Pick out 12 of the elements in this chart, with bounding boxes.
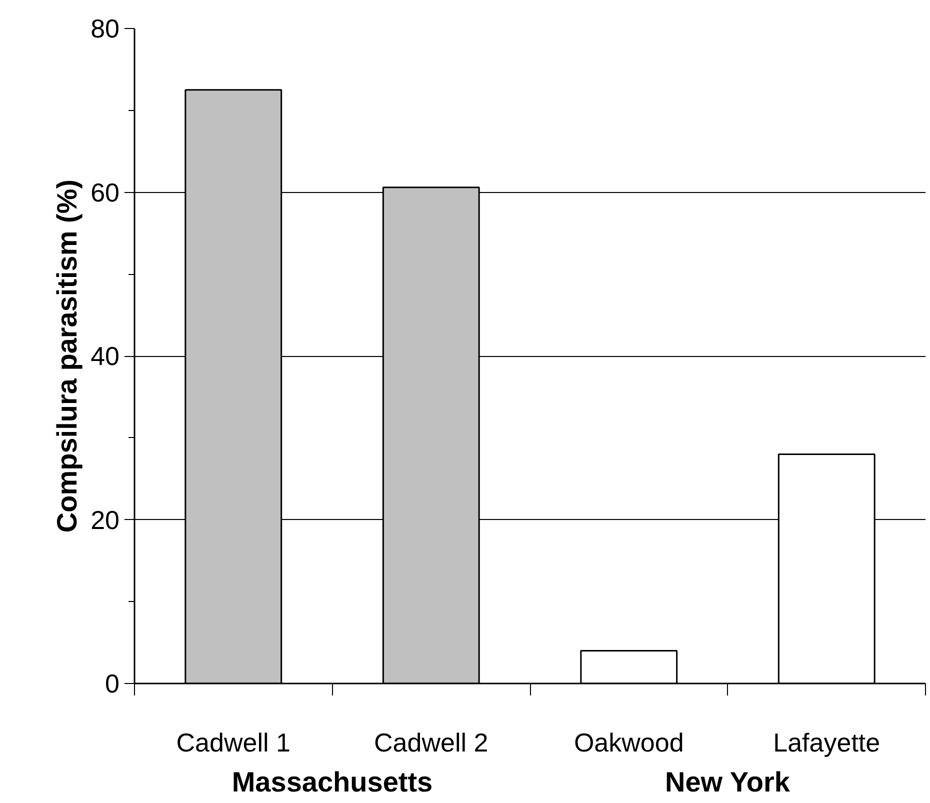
y-tick-label: 0 — [105, 668, 120, 698]
y-axis-title: Compsilura parasitism (%) — [52, 179, 83, 533]
text: Massachusetts — [232, 766, 433, 798]
x-tick-label: Oakwood — [574, 728, 684, 758]
y-tick-label: 80 — [90, 14, 120, 44]
text: New York — [664, 766, 790, 798]
y-tick-label: 20 — [90, 504, 120, 535]
x-tick-label: Cadwell 2 — [374, 728, 488, 758]
x-tick-label: Cadwell 1 — [176, 728, 290, 758]
x-tick-label: Lafayette — [773, 728, 880, 758]
y-tick-label: 40 — [90, 341, 120, 371]
y-tick-label: 60 — [90, 177, 120, 208]
